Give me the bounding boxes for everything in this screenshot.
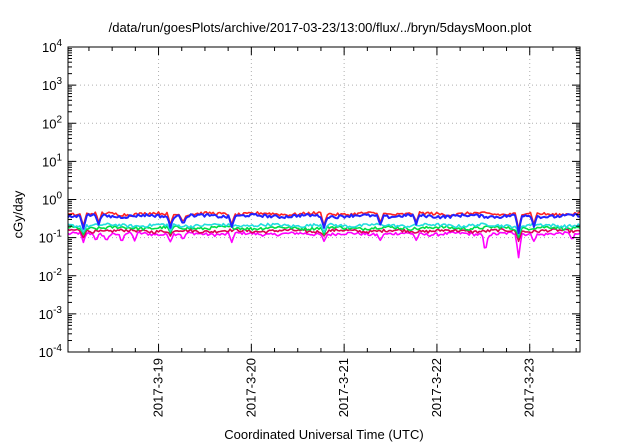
y-tick-exponent: -1 (53, 229, 62, 240)
y-tick-label: 10-3 (39, 305, 63, 322)
y-tick-label: 102 (42, 114, 62, 131)
x-tick-label: 2017-3-21 (336, 358, 351, 417)
y-tick-base: 10 (39, 307, 53, 322)
y-tick-label: 103 (42, 76, 62, 93)
x-axis-label: Coordinated Universal Time (UTC) (224, 427, 424, 442)
y-tick-label: 100 (42, 191, 62, 208)
x-tick-label: 2017-3-22 (429, 358, 444, 417)
x-tick-label: 2017-3-20 (243, 358, 258, 417)
y-tick-label: 101 (42, 152, 62, 169)
y-tick-base: 10 (39, 231, 53, 246)
y-tick-base: 10 (39, 269, 53, 284)
y-axis-label: cGy/day (10, 190, 26, 239)
y-tick-base: 10 (42, 116, 56, 131)
y-tick-exponent: 2 (56, 114, 62, 125)
chart-title: /data/run/goesPlots/archive/2017-03-23/1… (108, 20, 532, 35)
y-tick-base: 10 (42, 40, 56, 55)
series-line (67, 225, 581, 239)
y-tick-label: 10-2 (39, 267, 63, 284)
y-tick-exponent: 4 (56, 38, 62, 49)
y-tick-base: 10 (42, 154, 56, 169)
x-tick-label: 2017-3-23 (522, 358, 537, 417)
series-line (67, 212, 581, 235)
y-tick-base: 10 (42, 78, 56, 93)
y-tick-base: 10 (42, 193, 56, 208)
y-tick-label: 10-1 (39, 229, 63, 246)
data-series (67, 211, 581, 259)
y-tick-exponent: -4 (53, 343, 62, 354)
y-tick-label: 104 (42, 38, 62, 55)
y-tick-exponent: 0 (56, 191, 62, 202)
series-line (67, 222, 581, 236)
series-line (67, 227, 581, 243)
y-tick-exponent: -3 (53, 305, 62, 316)
y-tick-base: 10 (39, 345, 53, 360)
x-tick-labels: 2017-3-19 2017-3-20 2017-3-21 2017-3-22 2017… (151, 358, 537, 417)
y-tick-exponent: 1 (56, 152, 62, 163)
x-tick-label: 2017-3-19 (151, 358, 166, 417)
y-tick-label: 10-4 (39, 343, 63, 360)
axis-ticks (68, 46, 580, 353)
y-tick-exponent: 3 (56, 76, 62, 87)
y-tick-exponent: -2 (53, 267, 62, 278)
grid-lines (68, 47, 580, 352)
